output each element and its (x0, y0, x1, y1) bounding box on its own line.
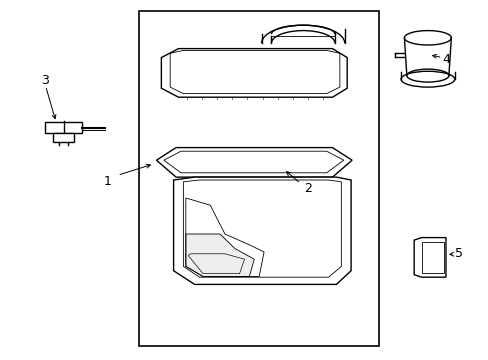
Polygon shape (173, 177, 350, 284)
Bar (45, 122, 82, 133)
Polygon shape (413, 238, 445, 277)
Text: 3: 3 (41, 75, 49, 87)
Polygon shape (156, 148, 351, 177)
Text: 1: 1 (103, 175, 111, 188)
Bar (53, 133, 74, 142)
Text: 4: 4 (442, 53, 449, 66)
Polygon shape (185, 234, 254, 276)
Text: 5: 5 (454, 247, 462, 260)
Text: 2: 2 (304, 183, 311, 195)
Polygon shape (161, 49, 346, 97)
Bar (139, 11, 378, 346)
